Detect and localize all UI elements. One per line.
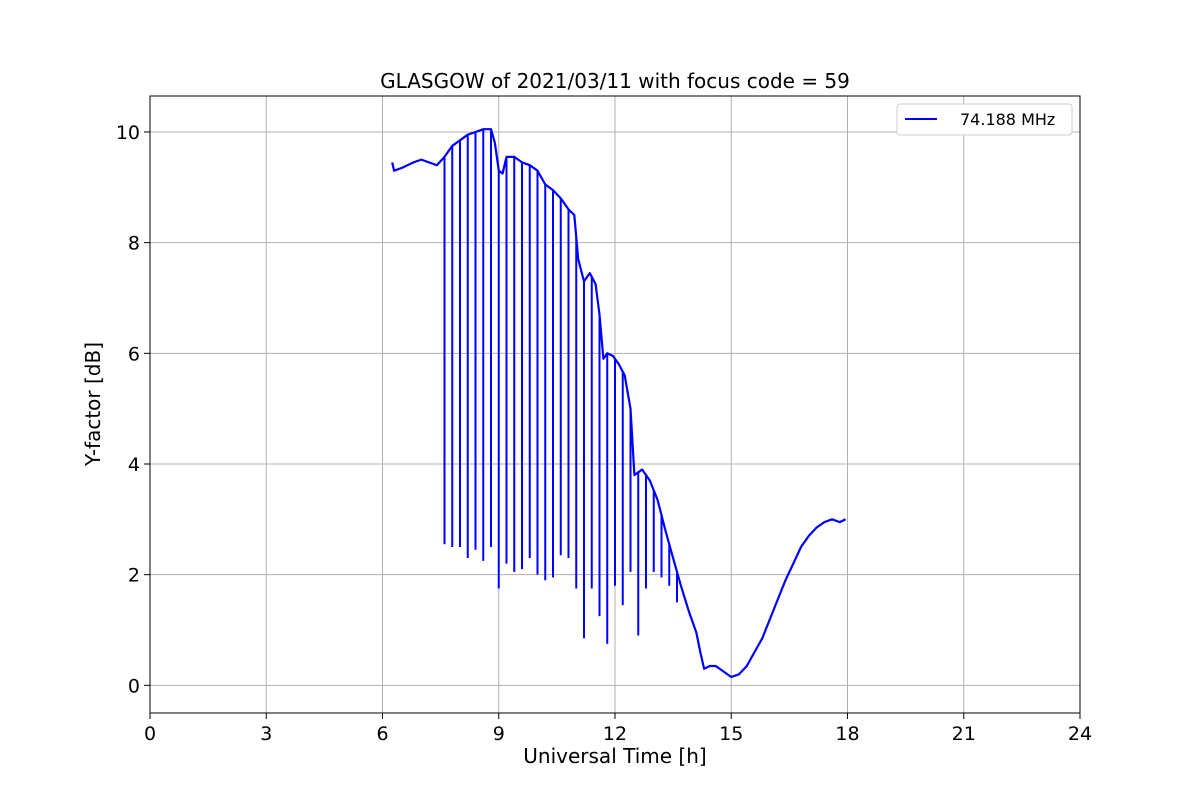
- x-tick-label: 12: [603, 723, 627, 745]
- x-tick-label: 21: [952, 723, 976, 745]
- y-tick-label: 0: [128, 675, 140, 697]
- x-tick-label: 9: [493, 723, 505, 745]
- x-tick-label: 3: [260, 723, 272, 745]
- legend-box: [896, 103, 1073, 136]
- series-layer: [391, 128, 847, 679]
- x-tick-label: 6: [376, 723, 388, 745]
- y-tick-label: 6: [128, 343, 140, 365]
- x-tick-label: 24: [1068, 723, 1092, 745]
- x-tick-label: 15: [719, 723, 743, 745]
- x-tick-label: 0: [144, 723, 156, 745]
- y-tick-label: 4: [128, 454, 140, 476]
- y-tick-label: 8: [128, 233, 140, 255]
- y-tick-label: 10: [116, 122, 140, 144]
- x-tick-label: 18: [835, 723, 859, 745]
- chart-title: GLASGOW of 2021/03/11 with focus code = …: [380, 69, 850, 93]
- y-tick-label: 2: [128, 565, 140, 587]
- legend-entry-label: 74.188 MHz: [960, 110, 1055, 129]
- x-axis-label: Universal Time [h]: [523, 744, 706, 768]
- y-axis-label: Y-factor [dB]: [81, 342, 105, 467]
- legend: 74.188 MHz: [896, 103, 1073, 136]
- series-line-0: [391, 128, 847, 679]
